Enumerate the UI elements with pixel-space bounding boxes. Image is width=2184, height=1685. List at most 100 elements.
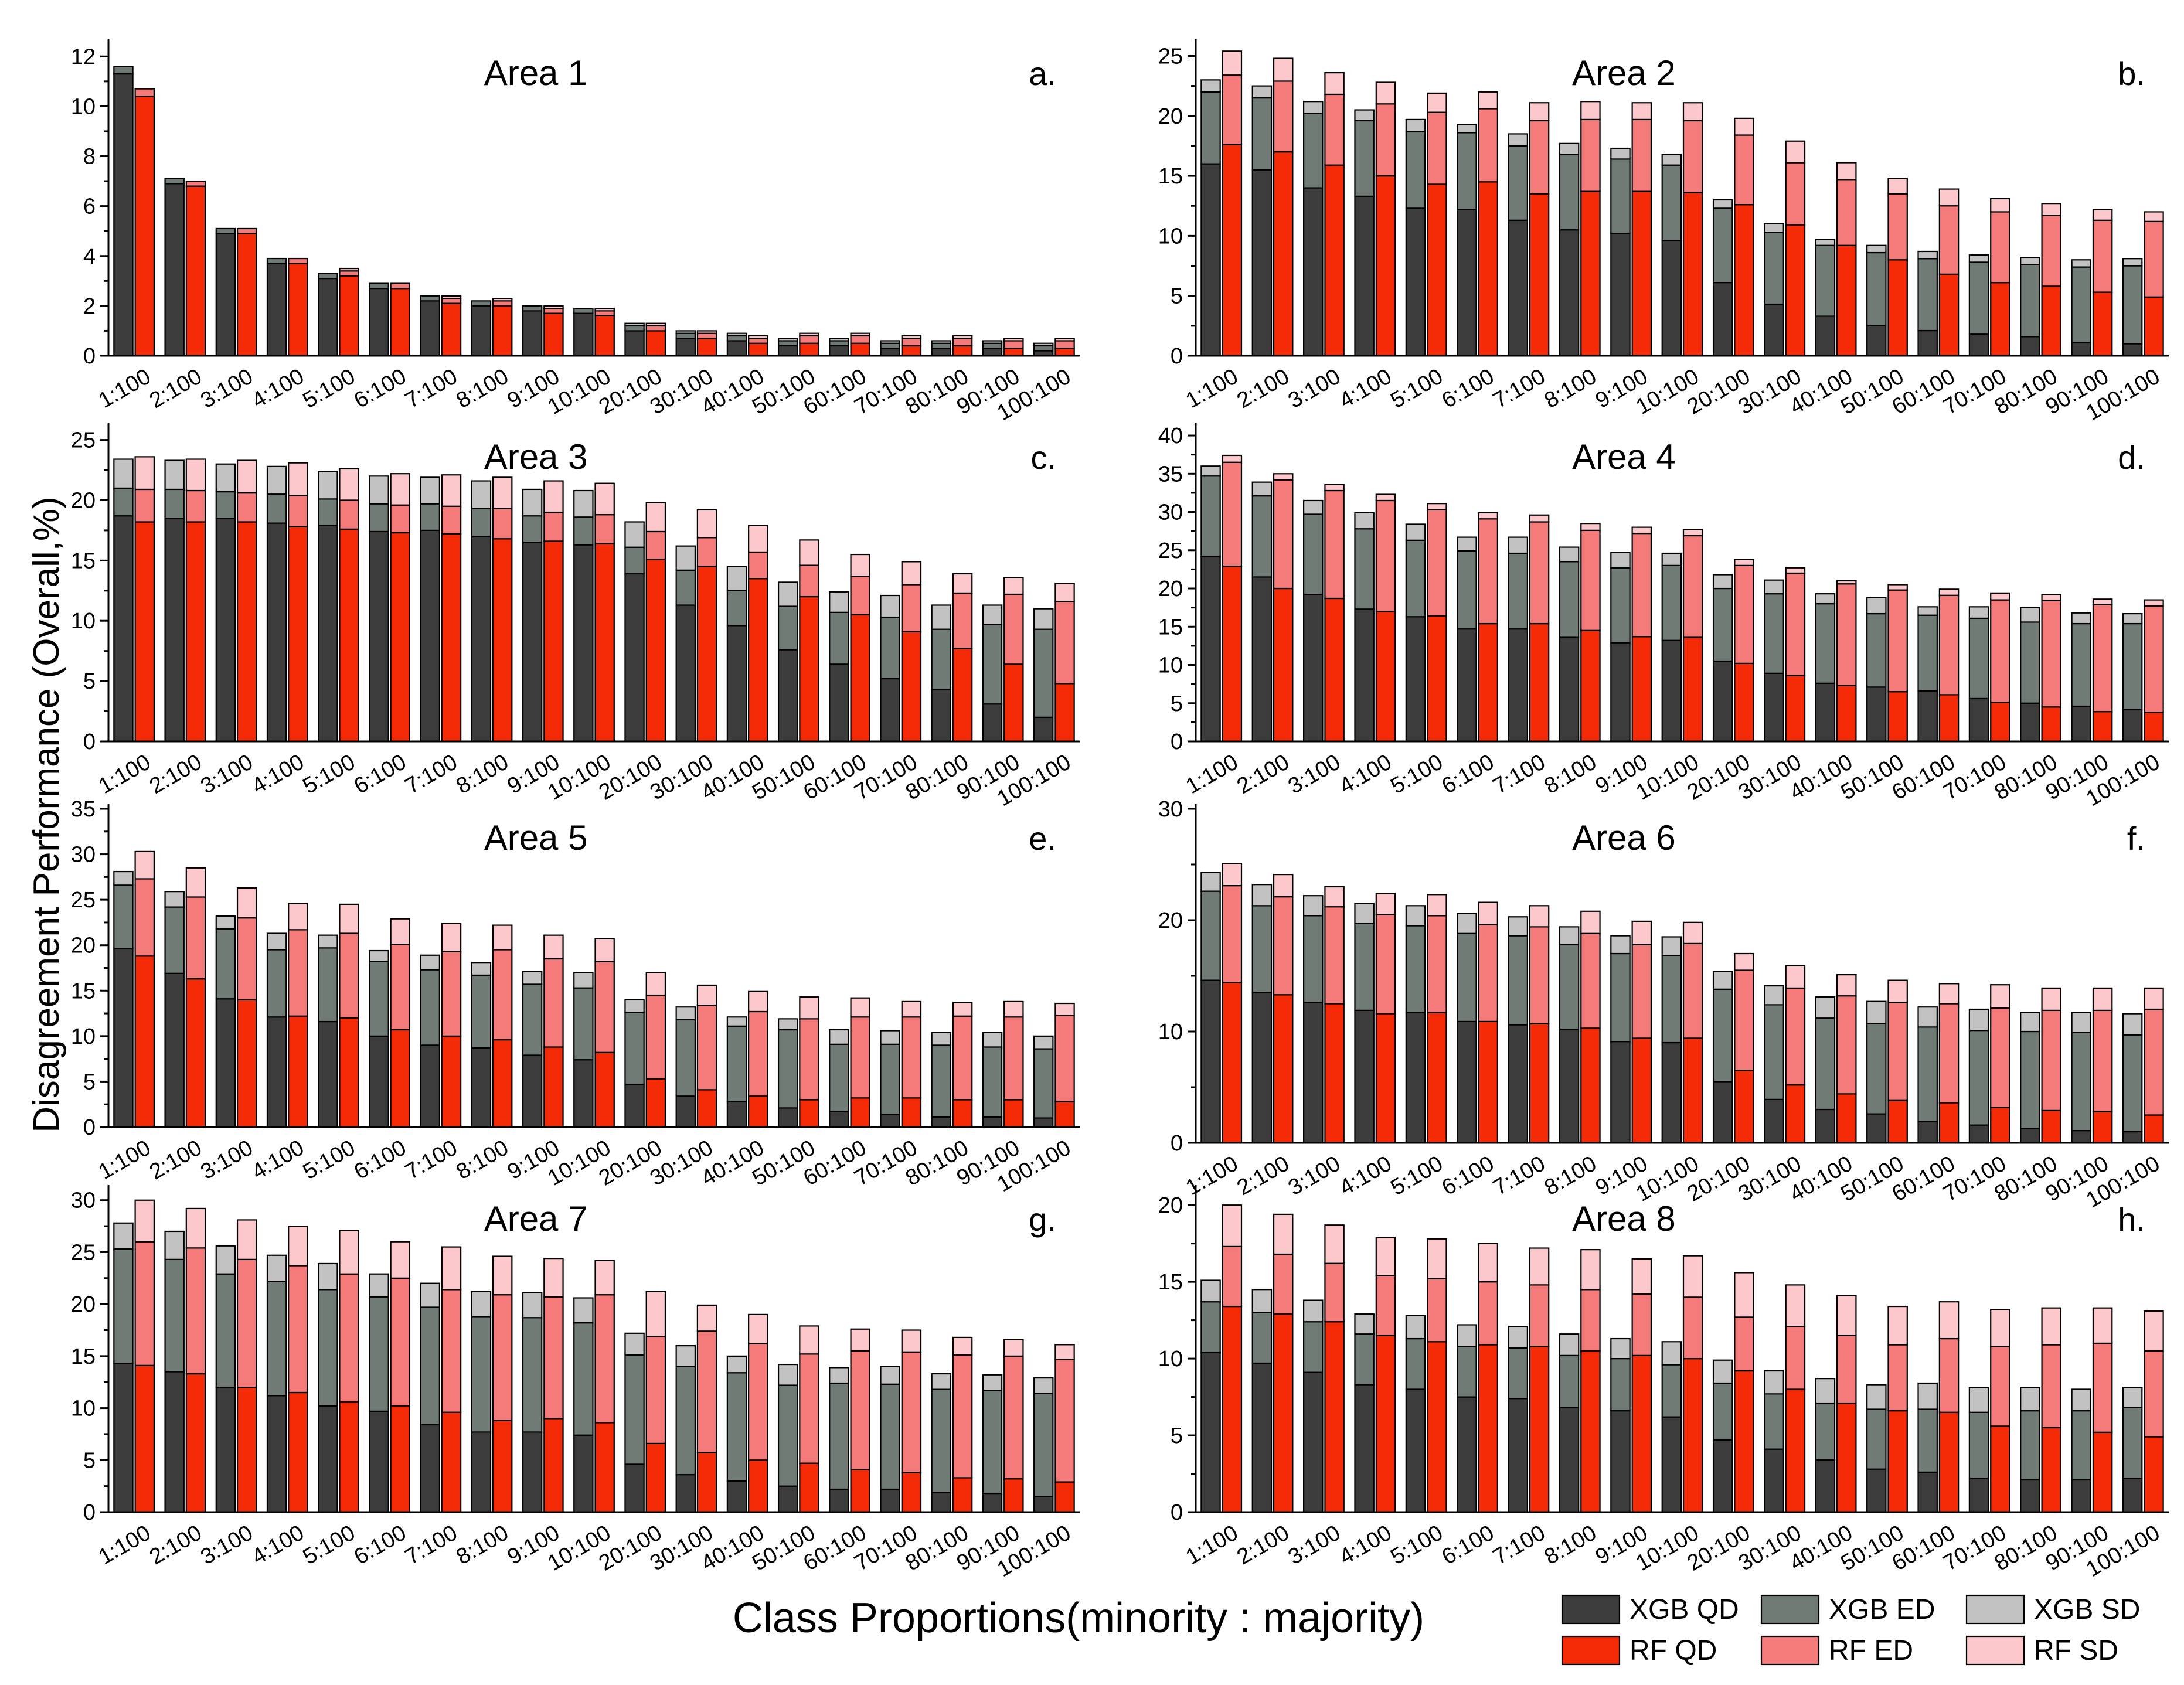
bar-xgb-sd-30-100 bbox=[1764, 223, 1784, 233]
bar-xgb-qd-60-100 bbox=[829, 1111, 849, 1128]
bar-xgb-sd-30-100 bbox=[675, 545, 696, 571]
bar-rf-sd-60-100 bbox=[1938, 1301, 1960, 1340]
bar-xgb-sd-7-100 bbox=[1508, 1325, 1528, 1349]
bar-rf-sd-9-100 bbox=[543, 1257, 564, 1298]
bar-rf-sd-30-100 bbox=[696, 509, 717, 539]
bar-xgb-qd-2-100 bbox=[164, 183, 185, 357]
bar-xgb-ed-2-100 bbox=[164, 1258, 185, 1373]
bar-rf-qd-30-100 bbox=[1785, 1084, 1806, 1144]
bar-rf-qd-4-100 bbox=[288, 1391, 308, 1513]
bar-rf-sd-4-100 bbox=[1375, 893, 1396, 915]
bar-xgb-sd-60-100 bbox=[829, 1029, 849, 1045]
bar-xgb-sd-1-100 bbox=[1200, 465, 1221, 477]
panel-5: 1:1002:1003:1004:1005:1006:1007:1008:100… bbox=[71, 797, 1080, 1197]
y-tick-label: 10 bbox=[1158, 653, 1183, 678]
bar-xgb-sd-9-100 bbox=[1610, 1337, 1631, 1360]
bar-rf-sd-8-100 bbox=[1580, 1249, 1601, 1291]
bar-rf-qd-9-100 bbox=[543, 312, 564, 357]
bar-xgb-ed-100-100 bbox=[1033, 1048, 1054, 1119]
bar-rf-sd-7-100 bbox=[441, 474, 462, 507]
bar-xgb-sd-20-100 bbox=[1712, 971, 1733, 990]
bar-xgb-ed-80-100 bbox=[2020, 1030, 2040, 1129]
bar-rf-qd-60-100 bbox=[850, 1097, 870, 1128]
bar-rf-sd-40-100 bbox=[1836, 162, 1857, 181]
bar-rf-ed-9-100 bbox=[1631, 118, 1652, 192]
x-tick-label: 1:100 bbox=[94, 750, 155, 799]
x-tick-label: 5:100 bbox=[299, 1520, 359, 1570]
bar-xgb-sd-90-100 bbox=[2071, 612, 2092, 625]
bar-xgb-ed-5-100 bbox=[318, 1289, 338, 1407]
bar-xgb-qd-30-100 bbox=[1764, 1098, 1784, 1144]
bar-xgb-qd-70-100 bbox=[880, 678, 900, 743]
bar-rf-ed-60-100 bbox=[850, 575, 870, 616]
bar-rf-qd-4-100 bbox=[1375, 611, 1396, 743]
bar-xgb-ed-40-100 bbox=[1815, 244, 1836, 317]
bar-xgb-qd-10-100 bbox=[573, 1434, 594, 1513]
bar-rf-ed-6-100 bbox=[390, 944, 411, 1031]
bar-xgb-ed-5-100 bbox=[318, 947, 338, 1023]
y-tick-label: 5 bbox=[83, 1448, 96, 1473]
bar-rf-qd-20-100 bbox=[1734, 1070, 1754, 1144]
bar-rf-ed-8-100 bbox=[1580, 1289, 1601, 1352]
bar-xgb-sd-70-100 bbox=[1968, 606, 1989, 619]
bar-rf-ed-60-100 bbox=[1938, 594, 1960, 696]
bar-xgb-qd-2-100 bbox=[1251, 576, 1273, 743]
bar-xgb-sd-80-100 bbox=[2020, 257, 2040, 265]
x-tick-label: 8:100 bbox=[1540, 1151, 1601, 1200]
bar-xgb-sd-80-100 bbox=[931, 1373, 952, 1390]
bar-xgb-ed-7-100 bbox=[1508, 935, 1528, 1026]
bar-rf-qd-1-100 bbox=[1222, 144, 1243, 357]
bar-rf-sd-2-100 bbox=[185, 867, 206, 898]
bar-rf-ed-4-100 bbox=[288, 495, 308, 527]
bar-rf-qd-7-100 bbox=[1529, 622, 1550, 743]
bar-xgb-qd-9-100 bbox=[522, 542, 543, 743]
bar-xgb-ed-60-100 bbox=[829, 340, 849, 347]
bar-rf-qd-5-100 bbox=[1427, 1012, 1447, 1144]
bar-rf-sd-60-100 bbox=[850, 997, 870, 1018]
bar-xgb-qd-2-100 bbox=[164, 518, 185, 743]
bar-xgb-ed-30-100 bbox=[1764, 1004, 1784, 1101]
bar-xgb-ed-2-100 bbox=[164, 488, 185, 519]
bar-xgb-qd-3-100 bbox=[1302, 594, 1324, 743]
bar-xgb-qd-80-100 bbox=[931, 689, 952, 743]
bar-rf-ed-4-100 bbox=[288, 257, 308, 264]
bar-xgb-ed-90-100 bbox=[982, 342, 1003, 349]
bar-rf-ed-9-100 bbox=[543, 511, 564, 542]
bar-rf-qd-40-100 bbox=[1836, 1402, 1857, 1513]
bar-rf-qd-50-100 bbox=[1887, 259, 1908, 357]
bar-rf-qd-60-100 bbox=[850, 342, 870, 357]
bar-xgb-qd-4-100 bbox=[266, 263, 287, 357]
bar-xgb-sd-90-100 bbox=[982, 1374, 1003, 1391]
y-tick-label: 5 bbox=[1171, 284, 1183, 309]
bar-xgb-ed-90-100 bbox=[982, 1046, 1003, 1118]
bar-xgb-qd-30-100 bbox=[1764, 672, 1784, 743]
bar-rf-sd-50-100 bbox=[1887, 1305, 1908, 1346]
bar-rf-ed-6-100 bbox=[390, 282, 411, 290]
bar-rf-sd-5-100 bbox=[339, 903, 359, 934]
y-tick-label: 5 bbox=[83, 669, 96, 694]
bar-xgb-qd-1-100 bbox=[1200, 1352, 1221, 1513]
bar-rf-sd-90-100 bbox=[2092, 987, 2113, 1012]
bar-rf-ed-90-100 bbox=[1003, 340, 1024, 349]
bar-xgb-qd-7-100 bbox=[1508, 628, 1528, 743]
bar-xgb-ed-50-100 bbox=[777, 605, 798, 651]
bar-xgb-sd-100-100 bbox=[2122, 612, 2143, 625]
x-tick-label: 3:100 bbox=[1284, 750, 1345, 799]
bar-rf-qd-5-100 bbox=[339, 528, 359, 743]
bar-xgb-sd-60-100 bbox=[1917, 250, 1938, 260]
bar-rf-sd-80-100 bbox=[2041, 1307, 2062, 1346]
bar-xgb-ed-3-100 bbox=[215, 928, 236, 1000]
bar-xgb-sd-80-100 bbox=[931, 1032, 952, 1046]
bar-xgb-ed-6-100 bbox=[1457, 132, 1477, 210]
bar-rf-qd-4-100 bbox=[1375, 175, 1396, 357]
bar-xgb-qd-30-100 bbox=[675, 338, 696, 357]
bar-rf-ed-100-100 bbox=[2144, 1008, 2164, 1116]
y-tick-label: 15 bbox=[71, 549, 96, 573]
bar-rf-ed-50-100 bbox=[799, 335, 819, 344]
bar-xgb-sd-70-100 bbox=[1968, 1387, 1989, 1413]
bar-xgb-ed-8-100 bbox=[471, 300, 492, 307]
bar-xgb-sd-70-100 bbox=[880, 594, 900, 618]
panel-title: Area 6 bbox=[1572, 818, 1676, 857]
bar-rf-sd-5-100 bbox=[1427, 894, 1447, 917]
bar-xgb-sd-50-100 bbox=[1866, 244, 1887, 254]
